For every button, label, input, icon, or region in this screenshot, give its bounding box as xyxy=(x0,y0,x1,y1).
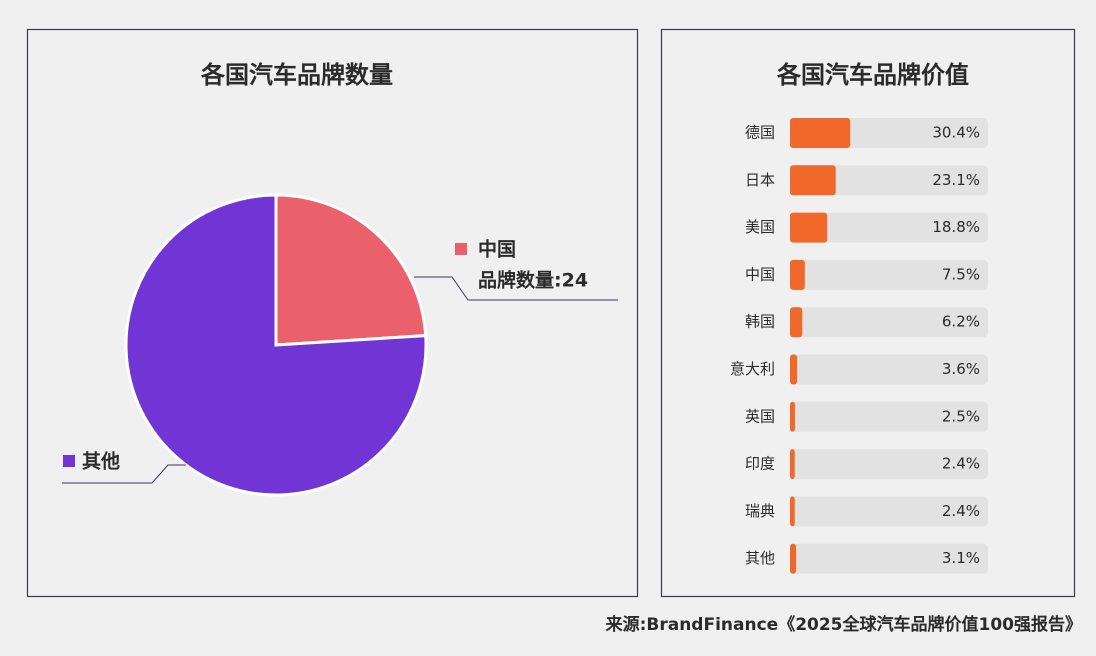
pie-title: 各国汽车品牌数量 xyxy=(200,61,393,89)
bar xyxy=(790,165,836,196)
bar xyxy=(790,307,803,338)
value-label: 3.6% xyxy=(942,360,980,378)
value-label: 6.2% xyxy=(942,313,980,331)
category-label: 中国 xyxy=(745,265,775,283)
value-label: 品牌数量:24 xyxy=(478,269,588,292)
category-label: 韩国 xyxy=(745,313,775,331)
bar-track xyxy=(790,212,988,243)
bar xyxy=(790,496,795,527)
bar-track xyxy=(790,307,988,338)
value-label: 30.4% xyxy=(932,124,980,142)
category-label: 英国 xyxy=(745,407,775,425)
bar xyxy=(790,449,795,480)
left-panel xyxy=(26,28,639,598)
bar xyxy=(790,543,797,574)
value-label: 7.5% xyxy=(942,265,980,283)
category-label: 印度 xyxy=(745,455,775,473)
bar xyxy=(790,354,798,385)
bar-track xyxy=(790,496,988,527)
value-label: 23.1% xyxy=(932,171,980,189)
category-label: 瑞典 xyxy=(745,502,775,520)
bar-title: 各国汽车品牌价值 xyxy=(776,61,969,89)
bar-track xyxy=(790,543,988,574)
bar xyxy=(790,259,805,290)
category-label: 中国 xyxy=(478,238,516,261)
right-panel xyxy=(660,28,1076,598)
legend-swatch xyxy=(63,455,75,467)
legend-swatch xyxy=(455,243,467,255)
bar-track xyxy=(790,449,988,480)
pie-slice xyxy=(124,193,428,497)
category-label: 日本 xyxy=(745,171,775,189)
bar xyxy=(790,401,795,432)
category-label: 德国 xyxy=(745,124,775,142)
category-label: 其他 xyxy=(82,450,120,473)
value-label: 3.1% xyxy=(942,549,980,567)
bar-track xyxy=(790,354,988,385)
category-label: 美国 xyxy=(745,218,775,236)
callout-line xyxy=(62,464,186,484)
value-label: 2.4% xyxy=(942,455,980,473)
bar-track xyxy=(790,165,988,196)
category-label: 意大利 xyxy=(730,360,775,378)
bar-track xyxy=(790,259,988,290)
callout-line xyxy=(414,276,618,301)
category-label: 其他 xyxy=(745,549,775,567)
bar xyxy=(790,118,851,148)
value-label: 2.4% xyxy=(942,502,980,520)
value-label: 18.8% xyxy=(932,218,980,236)
pie-slice xyxy=(274,193,428,347)
source: 来源:BrandFinance《2025全球汽车品牌价值100强报告》 xyxy=(605,614,1082,635)
value-label: 2.5% xyxy=(942,407,980,425)
bar xyxy=(790,212,828,243)
bar-track xyxy=(790,401,988,432)
